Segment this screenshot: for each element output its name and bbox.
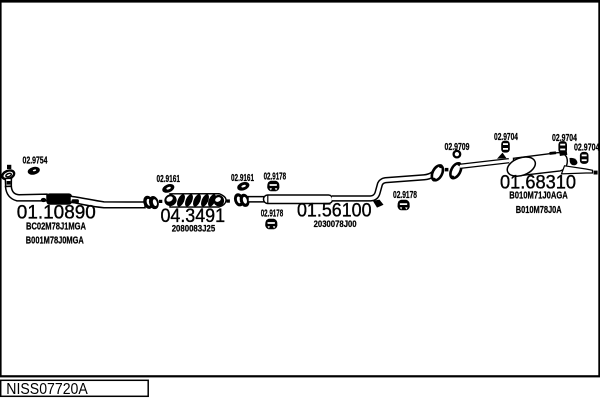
svg-text:NISS07720A: NISS07720A — [6, 381, 88, 398]
svg-text:B001M78J0MGA: B001M78J0MGA — [26, 235, 84, 246]
svg-text:02.9161: 02.9161 — [231, 173, 254, 184]
svg-text:02.9704: 02.9704 — [494, 132, 518, 143]
svg-text:01.10890: 01.10890 — [17, 202, 96, 223]
svg-text:02.9704: 02.9704 — [552, 133, 577, 144]
svg-text:B010M71J0AGA: B010M71J0AGA — [509, 191, 568, 202]
svg-text:02.9754: 02.9754 — [23, 156, 48, 167]
svg-text:02.9161: 02.9161 — [157, 174, 181, 185]
svg-text:02.9178: 02.9178 — [393, 190, 417, 201]
svg-text:2030078J00: 2030078J00 — [314, 219, 357, 229]
svg-text:01.56100: 01.56100 — [297, 201, 372, 222]
svg-text:02.9709: 02.9709 — [445, 142, 470, 153]
svg-text:01.68310: 01.68310 — [500, 172, 576, 193]
svg-text:B010M78J0A: B010M78J0A — [516, 205, 562, 216]
svg-text:2080083J25: 2080083J25 — [172, 224, 216, 234]
svg-text:02.9704: 02.9704 — [574, 142, 600, 153]
svg-text:02.9178: 02.9178 — [261, 209, 284, 220]
svg-text:BC02M78J1MGA: BC02M78J1MGA — [26, 222, 86, 233]
svg-text:04.3491: 04.3491 — [161, 206, 226, 227]
svg-text:02.9178: 02.9178 — [264, 171, 287, 182]
